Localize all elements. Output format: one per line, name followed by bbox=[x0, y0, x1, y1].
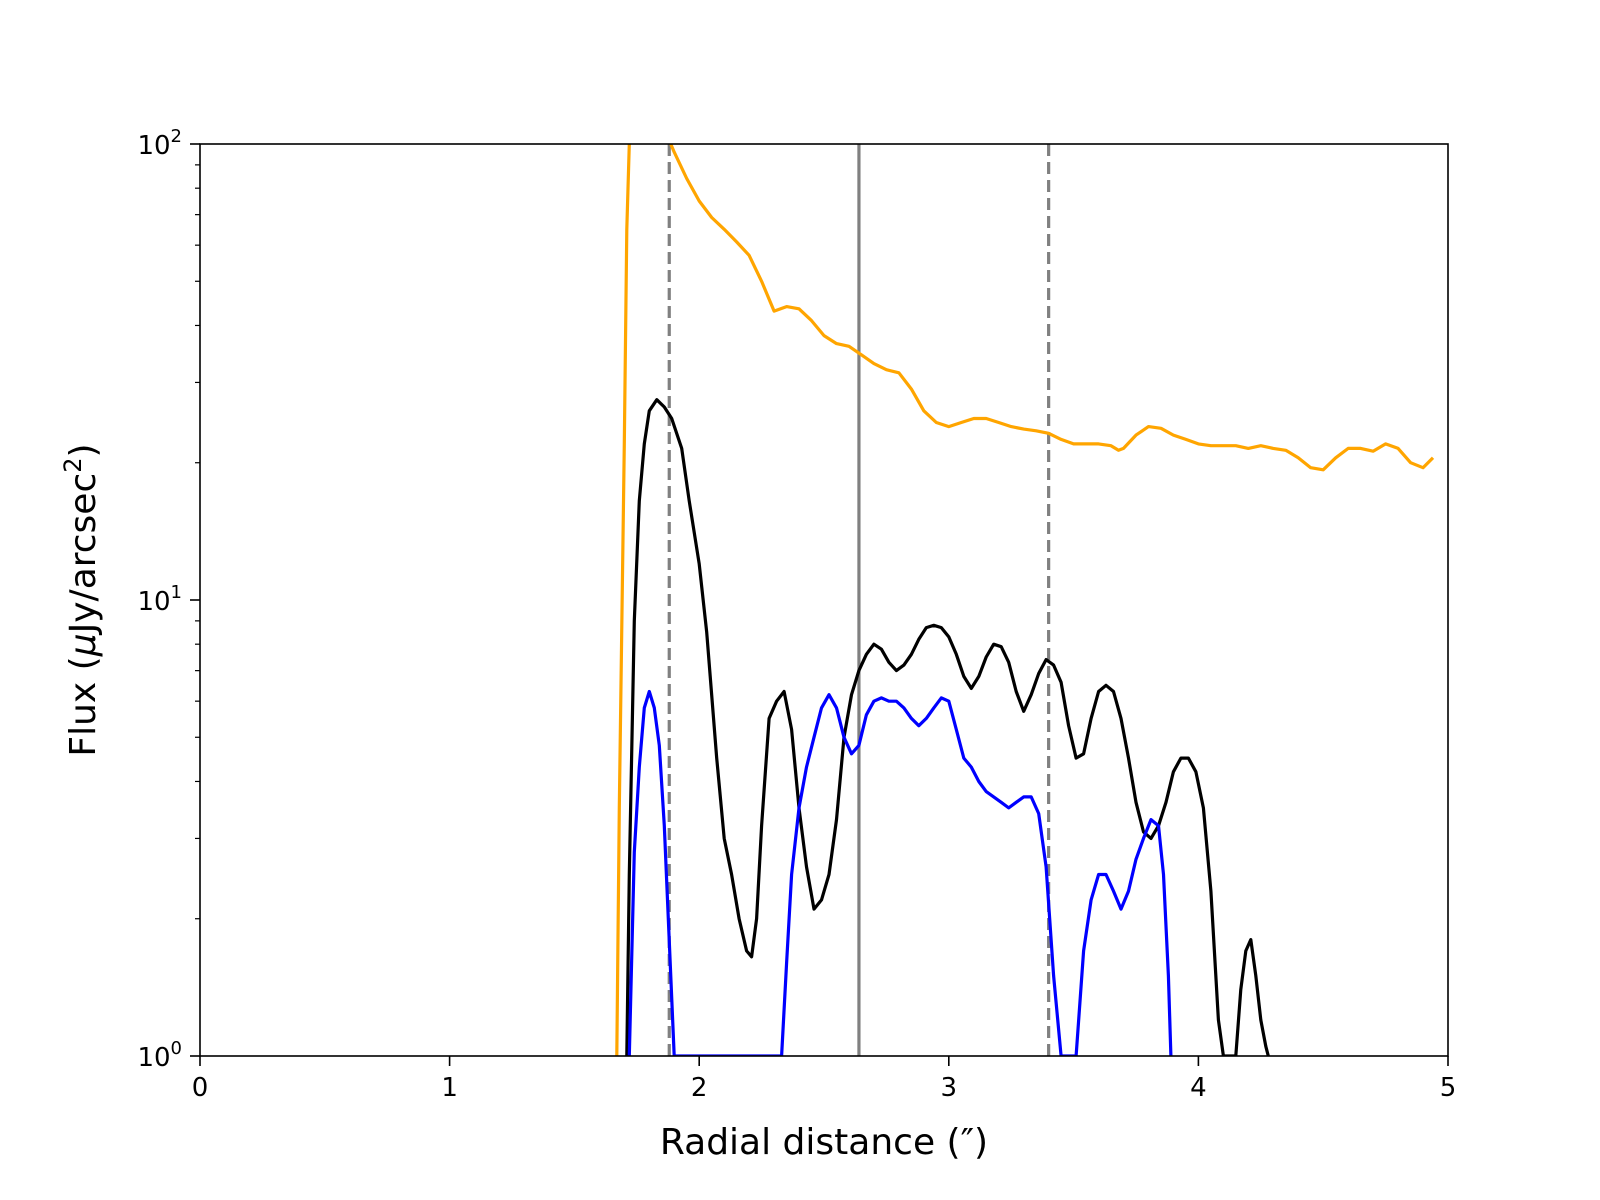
y-tick-label: 102 bbox=[137, 126, 182, 161]
y-axis: 100 101 102 bbox=[137, 126, 200, 1073]
series-line-2 bbox=[625, 398, 1270, 1056]
x-tick-label: 4 bbox=[1190, 1073, 1207, 1103]
x-tick-label: 2 bbox=[691, 1073, 708, 1103]
x-axis: 0 1 2 3 4 5 bbox=[192, 1056, 1457, 1103]
x-axis-label: Radial distance (″) bbox=[660, 1122, 988, 1163]
series-line-3 bbox=[627, 689, 1173, 1056]
y-tick-label: 100 bbox=[137, 1038, 182, 1073]
series-line-1 bbox=[615, 144, 1435, 1056]
x-tick-label: 1 bbox=[441, 1073, 458, 1103]
x-tick-label: 5 bbox=[1440, 1073, 1457, 1103]
y-tick-label: 101 bbox=[137, 582, 182, 617]
y-axis-label: Flux (μJy/arcsec2) bbox=[59, 443, 104, 756]
x-tick-label: 3 bbox=[941, 1073, 958, 1103]
x-tick-label: 0 bbox=[192, 1073, 209, 1103]
